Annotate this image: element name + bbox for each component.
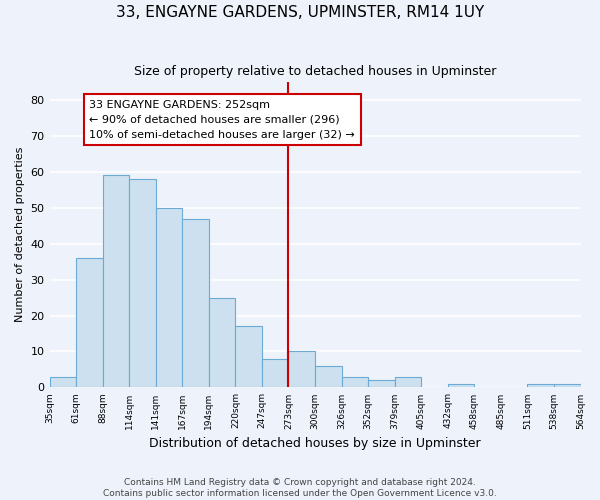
Bar <box>395 376 421 388</box>
Bar <box>341 376 368 388</box>
Bar <box>235 326 262 388</box>
Bar <box>289 352 315 388</box>
Bar <box>209 298 235 388</box>
Bar <box>156 208 182 388</box>
Bar <box>182 218 209 388</box>
Bar <box>448 384 475 388</box>
Text: Contains HM Land Registry data © Crown copyright and database right 2024.
Contai: Contains HM Land Registry data © Crown c… <box>103 478 497 498</box>
Bar <box>76 258 103 388</box>
Text: 33, ENGAYNE GARDENS, UPMINSTER, RM14 1UY: 33, ENGAYNE GARDENS, UPMINSTER, RM14 1UY <box>116 5 484 20</box>
Title: Size of property relative to detached houses in Upminster: Size of property relative to detached ho… <box>134 65 496 78</box>
Bar <box>554 384 581 388</box>
Bar <box>368 380 395 388</box>
Bar <box>527 384 554 388</box>
Bar <box>315 366 341 388</box>
Bar <box>262 358 289 388</box>
Bar <box>129 179 156 388</box>
Text: 33 ENGAYNE GARDENS: 252sqm
← 90% of detached houses are smaller (296)
10% of sem: 33 ENGAYNE GARDENS: 252sqm ← 90% of deta… <box>89 100 355 140</box>
X-axis label: Distribution of detached houses by size in Upminster: Distribution of detached houses by size … <box>149 437 481 450</box>
Bar <box>103 176 129 388</box>
Y-axis label: Number of detached properties: Number of detached properties <box>15 147 25 322</box>
Bar <box>50 376 76 388</box>
